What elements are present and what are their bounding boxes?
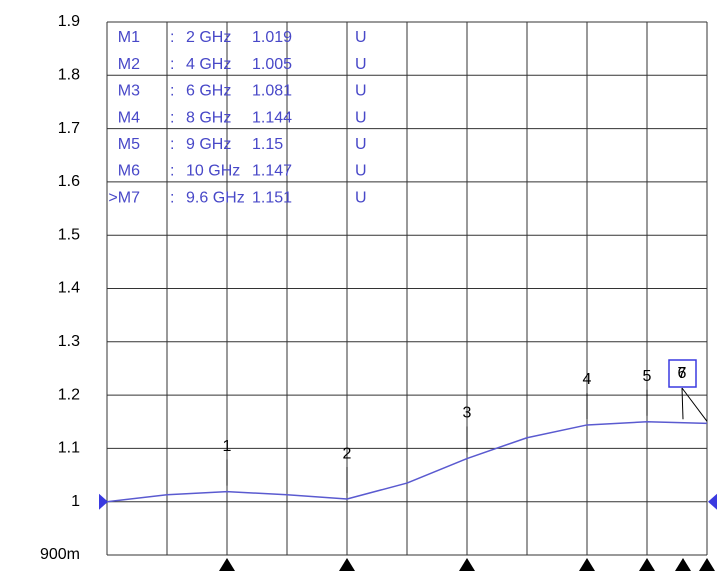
marker-freq: 9.6 GHz [186, 189, 245, 206]
y-tick-label: 1.4 [58, 280, 80, 297]
marker-label: 6 [678, 365, 687, 382]
marker-value: 1.144 [252, 109, 292, 126]
marker-freq: 8 GHz [186, 109, 231, 126]
marker-value: 1.151 [252, 189, 292, 206]
marker-freq: 9 GHz [186, 136, 231, 153]
y-tick-label: 1.9 [58, 13, 80, 30]
marker-box [668, 359, 697, 388]
marker-sep: : [170, 29, 174, 46]
marker-label: 1 [223, 438, 232, 455]
marker-triangle [339, 558, 355, 571]
marker-triangle [219, 558, 235, 571]
marker-name: M1 [118, 29, 140, 46]
trace [106, 421, 708, 503]
marker-label: 7 [678, 365, 687, 382]
marker-value: 1.147 [252, 163, 292, 180]
marker-triangle [579, 558, 595, 571]
marker-name: >M7 [108, 189, 140, 206]
marker-label: 3 [463, 405, 472, 422]
marker-triangle [675, 558, 691, 571]
marker-sep: : [170, 109, 174, 126]
marker-freq: 4 GHz [186, 56, 231, 73]
marker-sep: : [170, 163, 174, 180]
marker-name: M4 [118, 109, 140, 126]
marker-name: M5 [118, 136, 140, 153]
marker-unit: U [355, 29, 367, 46]
y-tick-label: 1.2 [58, 386, 80, 403]
reference-marker [99, 493, 108, 510]
marker-sep: : [170, 56, 174, 73]
marker-name: M3 [118, 83, 140, 100]
marker-value: 1.081 [252, 83, 292, 100]
marker-freq: 2 GHz [186, 29, 231, 46]
marker-sep: : [170, 83, 174, 100]
marker-value: 1.019 [252, 29, 292, 46]
marker-label: 2 [343, 445, 352, 462]
marker-triangle [459, 558, 475, 571]
marker-label: 4 [583, 371, 592, 388]
y-tick-label: 1 [71, 493, 80, 510]
marker-triangle [639, 558, 655, 571]
marker-stem [681, 387, 708, 422]
marker-stem [681, 387, 684, 420]
marker-sep: : [170, 136, 174, 153]
y-tick-label: 1.7 [58, 120, 80, 137]
y-tick-label: 1.3 [58, 333, 80, 350]
y-tick-label: 1.1 [58, 440, 80, 457]
y-tick-label: 1.5 [58, 226, 80, 243]
marker-freq: 6 GHz [186, 83, 231, 100]
marker-unit: U [355, 56, 367, 73]
marker-unit: U [355, 189, 367, 206]
y-tick-label: 1.6 [58, 173, 80, 190]
marker-value: 1.15 [252, 136, 283, 153]
y-tick-label: 1.8 [58, 67, 80, 84]
marker-name: M2 [118, 56, 140, 73]
marker-unit: U [355, 163, 367, 180]
marker-sep: : [170, 189, 174, 206]
marker-table: M1:2 GHz 1.019 UM2:4 GHz 1.005 UM3:6 GHz 1.08… [108, 29, 366, 206]
y-tick-label: 900m [40, 546, 80, 563]
reference-marker [708, 493, 717, 510]
marker-freq: 10 GHz [186, 163, 240, 180]
marker-unit: U [355, 109, 367, 126]
marker-value: 1.005 [252, 56, 292, 73]
marker-unit: U [355, 136, 367, 153]
marker-unit: U [355, 83, 367, 100]
marker-triangle [699, 558, 715, 571]
marker-label: 5 [643, 368, 652, 385]
marker-name: M6 [118, 163, 140, 180]
